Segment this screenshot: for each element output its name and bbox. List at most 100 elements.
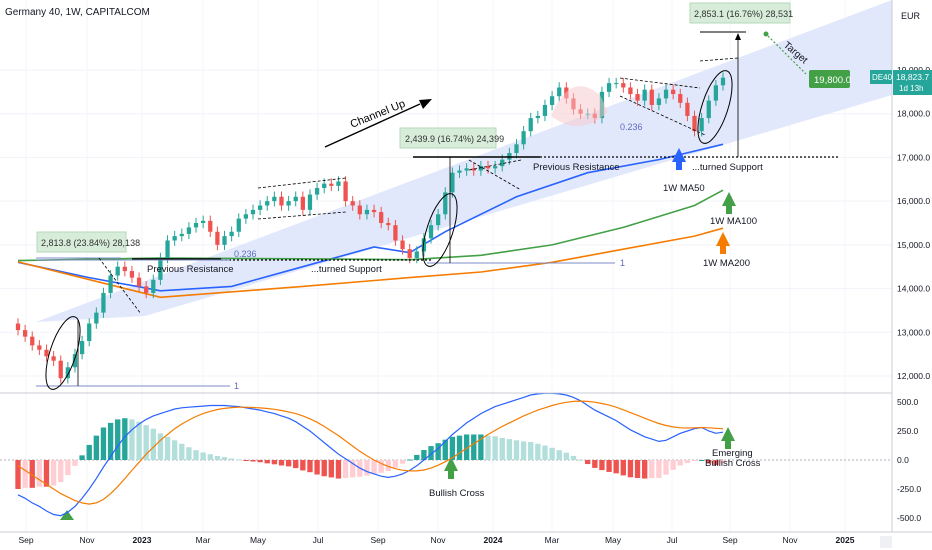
macd-histogram-bar bbox=[207, 454, 213, 460]
wedge-upper-line bbox=[619, 77, 701, 89]
countdown: 1d 13h bbox=[899, 84, 923, 93]
prev-resistance-label-1: Previous Resistance bbox=[147, 264, 234, 275]
macd-histogram-bar bbox=[720, 460, 726, 464]
macd-histogram-bar bbox=[428, 446, 434, 460]
macd-histogram-bar bbox=[129, 419, 135, 460]
time-axis: Sep Nov 2023 Mar May Jul Sep Nov 2024 Mar May Jul Se… bbox=[18, 535, 854, 545]
candle-body bbox=[364, 209, 370, 215]
macd-histogram-bar bbox=[585, 460, 591, 465]
candle-body bbox=[314, 188, 320, 195]
macd-histogram-bar bbox=[115, 419, 121, 460]
candle-body bbox=[428, 225, 434, 239]
macd-histogram-bar bbox=[179, 443, 185, 460]
macd-histogram-bar bbox=[677, 460, 683, 466]
macd-histogram-bar bbox=[663, 460, 669, 475]
ma50-arrow bbox=[672, 148, 686, 162]
macd-histogram-bar bbox=[43, 460, 50, 487]
flag-line-a bbox=[98, 257, 142, 315]
x-tick-label: 2025 bbox=[836, 535, 855, 545]
macd-tick-label: 0.0 bbox=[897, 455, 909, 465]
candle-body bbox=[215, 231, 220, 245]
candle-body bbox=[713, 85, 719, 101]
candle-body bbox=[678, 94, 683, 103]
candle-body bbox=[350, 201, 355, 206]
x-tick-label: Mar bbox=[545, 535, 560, 545]
macd-histogram-bar bbox=[186, 447, 192, 460]
macd-histogram-bar bbox=[684, 460, 691, 464]
macd-histogram-bar bbox=[456, 435, 463, 460]
macd-histogram-bar bbox=[414, 454, 420, 460]
emerging-cross-arrow bbox=[721, 427, 735, 441]
candle-body bbox=[79, 341, 85, 355]
macd-histogram-bar bbox=[613, 460, 619, 474]
x-tick-label: Nov bbox=[430, 535, 446, 545]
y-tick-label: 17,000.0 bbox=[897, 152, 930, 162]
macd-histogram-bar bbox=[471, 434, 477, 460]
target-price-tag bbox=[809, 70, 850, 88]
candle-body bbox=[663, 89, 669, 99]
macd-histogram-bar bbox=[271, 460, 278, 465]
candle-body bbox=[243, 214, 249, 219]
candle-body bbox=[371, 209, 377, 213]
settings-icon[interactable] bbox=[880, 536, 892, 548]
currency[interactable]: EUR bbox=[901, 11, 921, 21]
candle-body bbox=[108, 275, 113, 293]
macd-histogram-bar bbox=[506, 439, 513, 460]
candle-body bbox=[58, 360, 63, 379]
x-tick-label: Sep bbox=[370, 535, 385, 545]
macd-pane bbox=[0, 392, 892, 517]
macd-histogram-bar bbox=[364, 460, 370, 476]
macd-histogram-bar bbox=[706, 460, 712, 464]
ma100-arrow bbox=[722, 192, 736, 206]
macd-histogram-bar bbox=[122, 418, 128, 460]
macd-histogram-bar bbox=[150, 428, 156, 460]
candle-body bbox=[521, 131, 526, 145]
candle-body bbox=[706, 100, 711, 119]
target-dot bbox=[763, 31, 769, 37]
bullish-cross-label: Bullish Cross bbox=[429, 488, 485, 499]
symbol-tag-bg bbox=[870, 70, 892, 84]
candle-body bbox=[606, 83, 612, 92]
fib-1-label-b: 1 bbox=[620, 258, 625, 268]
candle-body bbox=[614, 83, 619, 85]
ma100-label: 1W MA100 bbox=[710, 216, 757, 227]
highlight-ellipse-2 bbox=[422, 193, 458, 267]
macd-histogram-bar bbox=[314, 460, 320, 475]
ma100-arrow-stem bbox=[726, 205, 732, 214]
macd-histogram-bar bbox=[656, 460, 662, 478]
measure-box-3-text: 2,853.1 (16.76%) 28,531 bbox=[694, 9, 793, 19]
x-tick-label: Sep bbox=[18, 535, 33, 545]
candle-body bbox=[129, 271, 135, 278]
macd-histogram-bar bbox=[36, 460, 43, 487]
candle-body bbox=[485, 166, 491, 169]
macd-histogram-bar bbox=[535, 443, 541, 460]
channel-up-arrow bbox=[324, 103, 421, 148]
candle-body bbox=[685, 102, 690, 116]
candle-body bbox=[329, 183, 334, 186]
channel-up-band bbox=[36, 0, 892, 322]
macd-histogram-bar bbox=[22, 460, 28, 488]
candle-body bbox=[699, 118, 704, 132]
candle-body bbox=[322, 183, 327, 189]
y-tick-label: 18,000.0 bbox=[897, 109, 930, 119]
macd-histogram-bar bbox=[577, 459, 584, 461]
candle-body bbox=[343, 181, 348, 202]
macd-histogram-bar bbox=[236, 459, 242, 461]
ma-line bbox=[17, 227, 724, 299]
macd-tick-label: 500.0 bbox=[897, 397, 919, 407]
macd-histogram-bar bbox=[549, 447, 555, 460]
macd-tick-label: -250.0 bbox=[897, 484, 921, 494]
fib-0236-label-b: 0.236 bbox=[620, 122, 643, 132]
macd-histogram-bar bbox=[264, 460, 270, 464]
fib-0236-label-a: 0.236 bbox=[234, 249, 257, 259]
macd-histogram-bar bbox=[250, 460, 256, 462]
candle-body bbox=[628, 87, 633, 95]
macd-histogram-bar bbox=[136, 421, 142, 460]
macd-histogram-bar bbox=[29, 460, 35, 488]
x-tick-label: May bbox=[605, 535, 622, 545]
macd-histogram-bar bbox=[193, 450, 199, 460]
candle-body bbox=[265, 201, 270, 206]
candle-body bbox=[122, 266, 127, 272]
candle-body bbox=[250, 209, 256, 215]
